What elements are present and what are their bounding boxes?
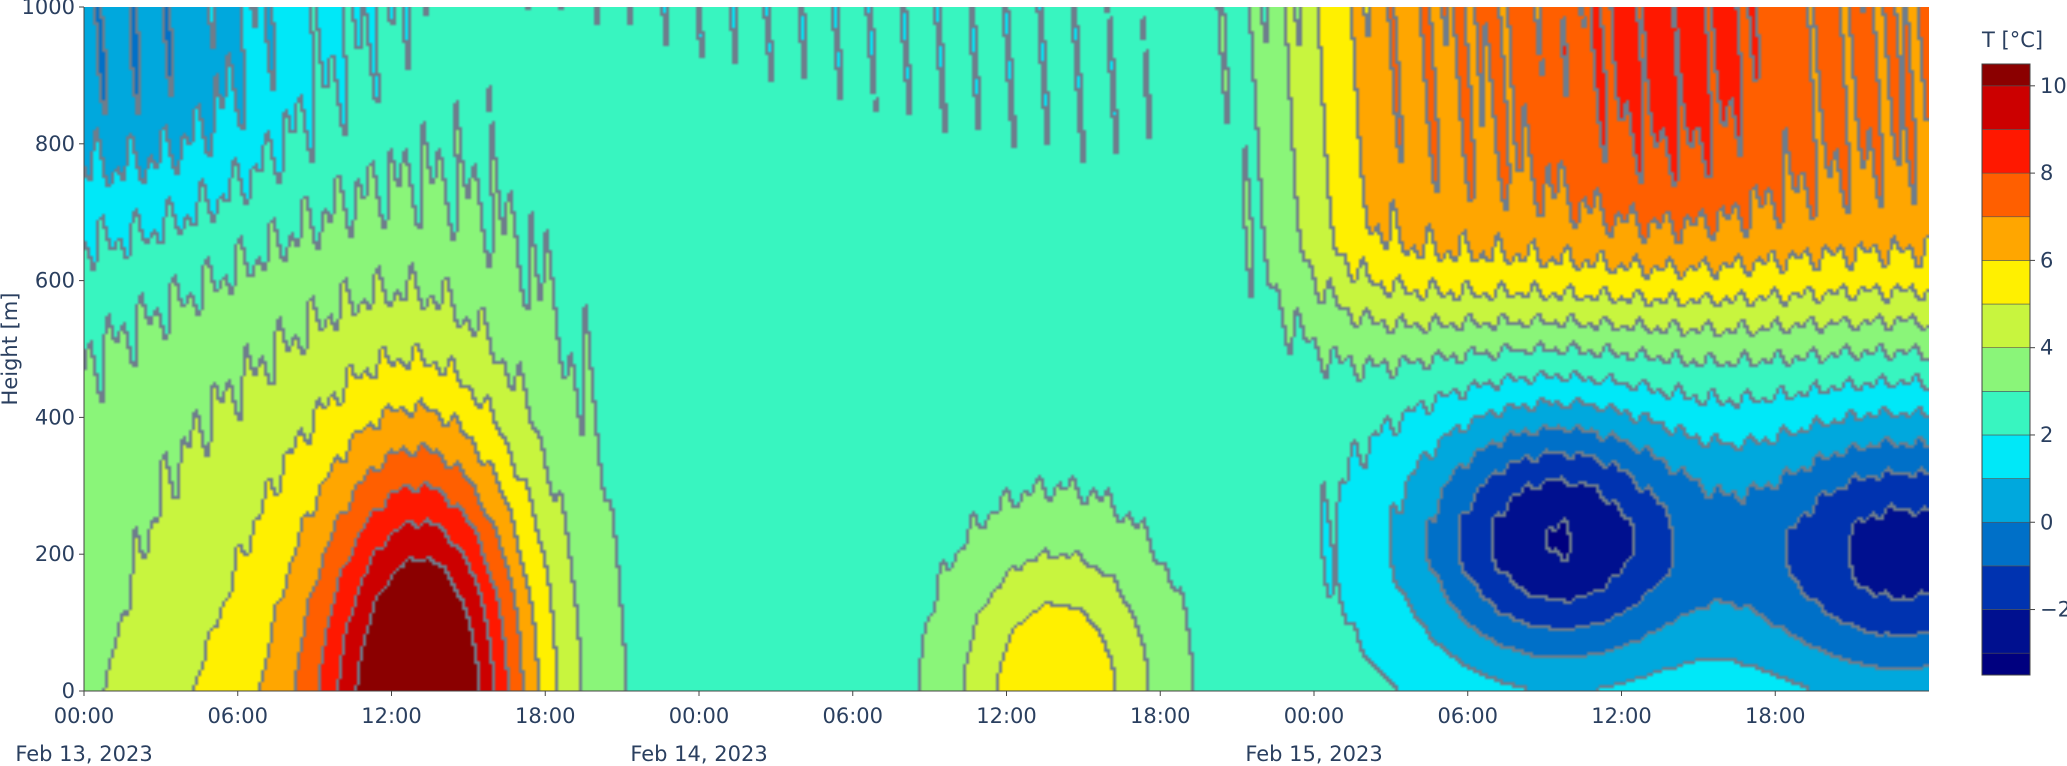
colorbar-band — [1981, 303, 2031, 348]
colorbar-tick-label: −2 — [2040, 598, 2067, 622]
x-tick-label: 06:00 — [822, 704, 883, 728]
x-date-label: Feb 13, 2023 — [15, 742, 152, 766]
colorbar-band — [1981, 565, 2031, 610]
colorbar-band — [1981, 434, 2031, 479]
y-tick-label: 200 — [35, 542, 75, 566]
x-tick-label: 06:00 — [207, 704, 268, 728]
x-tick-label: 06:00 — [1437, 704, 1498, 728]
colorbar-band — [1981, 652, 2031, 676]
colorbar-band — [1981, 478, 2031, 523]
x-tick-label: 12:00 — [976, 704, 1037, 728]
contour-plot-area[interactable] — [84, 7, 1929, 691]
colorbar-band — [1981, 85, 2031, 130]
x-tick-label: 18:00 — [1130, 704, 1191, 728]
colorbar-tick-label: 10 — [2040, 74, 2067, 98]
temperature-contour-field — [84, 7, 1929, 691]
colorbar-outline — [1981, 63, 2031, 676]
colorbar-band — [1981, 391, 2031, 436]
colorbar-band — [1981, 347, 2031, 392]
colorbar-band — [1981, 63, 2031, 87]
y-axis-title: Height [m] — [0, 293, 22, 406]
colorbar-band — [1981, 216, 2031, 261]
x-tick-label: 00:00 — [54, 704, 115, 728]
colorbar-tick-label: 0 — [2040, 510, 2053, 534]
x-tick-label: 12:00 — [1591, 704, 1652, 728]
y-tick-label: 400 — [35, 405, 75, 429]
colorbar-ticks: 10 8 6 4 2 0 −2 — [2030, 74, 2067, 622]
colorbar-band — [1981, 129, 2031, 174]
x-tick-label: 00:00 — [1284, 704, 1345, 728]
colorbar-tick-label: 4 — [2040, 336, 2053, 360]
x-tick-label: 18:00 — [515, 704, 576, 728]
colorbar-swatches — [1981, 63, 2031, 676]
x-tick-label: 12:00 — [361, 704, 422, 728]
y-tick-label: 800 — [35, 132, 75, 156]
x-date-label: Feb 14, 2023 — [630, 742, 767, 766]
x-tick-label: 18:00 — [1745, 704, 1806, 728]
colorbar-title: T [°C] — [1981, 28, 2043, 52]
x-tick-label: 00:00 — [669, 704, 730, 728]
colorbar-band — [1981, 260, 2031, 305]
x-axis-ticks: 00:00 Feb 13, 2023 06:00 12:00 18:00 00:00 Feb… — [15, 691, 1806, 766]
colorbar: T [°C] 10 8 6 4 2 0 −2 — [1981, 28, 2067, 676]
colorbar-tick-label: 6 — [2040, 248, 2053, 272]
colorbar-band — [1981, 609, 2031, 654]
y-tick-label: 0 — [62, 679, 75, 703]
y-axis-ticks: 0 200 400 600 800 1000 — [22, 0, 84, 703]
x-date-label: Feb 15, 2023 — [1245, 742, 1382, 766]
y-tick-label: 1000 — [22, 0, 75, 19]
y-tick-label: 600 — [35, 269, 75, 293]
colorbar-tick-label: 2 — [2040, 423, 2053, 447]
colorbar-tick-label: 8 — [2040, 161, 2053, 185]
colorbar-band — [1981, 521, 2031, 567]
colorbar-band — [1981, 172, 2031, 218]
